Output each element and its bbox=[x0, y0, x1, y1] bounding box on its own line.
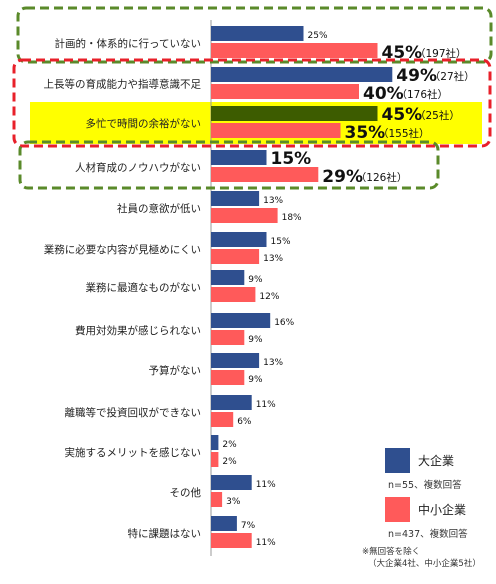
data-label-sme: 35% bbox=[345, 123, 386, 143]
category-label: 業務に必要な内容が見極めにくい bbox=[44, 243, 201, 256]
group-frame-2 bbox=[18, 140, 440, 190]
count-label-sme: （197社） bbox=[415, 47, 467, 60]
data-label-sme: 40% bbox=[363, 84, 404, 104]
data-label-sme: 6% bbox=[237, 417, 252, 427]
bar-sme bbox=[211, 249, 260, 264]
bar-large-company bbox=[211, 270, 245, 285]
bar-sme bbox=[211, 492, 223, 507]
bar-sme bbox=[211, 412, 234, 427]
bar-large-company bbox=[211, 313, 271, 328]
category-label: 人材育成のノウハウがない bbox=[75, 161, 201, 174]
legend-swatch-small bbox=[385, 497, 410, 522]
data-label-sme: 45% bbox=[382, 43, 423, 63]
category-label: 多忙で時間の余裕がない bbox=[86, 117, 202, 130]
category-label: 実施するメリットを感じない bbox=[65, 446, 202, 459]
legend-label-small: 中小企業 bbox=[418, 503, 467, 517]
count-label-sme: （126社） bbox=[356, 171, 408, 184]
data-label-large: 11% bbox=[256, 400, 276, 410]
legend-label-large: 大企業 bbox=[418, 454, 455, 468]
count-label-large: （25社） bbox=[415, 109, 460, 122]
bar-large-company bbox=[211, 395, 252, 410]
data-label-large: 15% bbox=[271, 149, 312, 169]
category-label: 特に課題はない bbox=[128, 527, 202, 540]
legend-note-small: n=437、複数回答 bbox=[388, 529, 468, 540]
bar-sme bbox=[211, 167, 319, 182]
data-label-large: 11% bbox=[256, 480, 276, 490]
category-label: その他 bbox=[170, 486, 202, 499]
data-label-sme: 9% bbox=[248, 375, 263, 385]
bar-sme bbox=[211, 452, 219, 467]
data-label-sme: 2% bbox=[222, 457, 237, 467]
group-frame-0 bbox=[16, 6, 493, 64]
data-label-large: 13% bbox=[263, 196, 283, 206]
bar-sme bbox=[211, 330, 245, 345]
data-label-large: 2% bbox=[222, 440, 237, 450]
category-label: 費用対効果が感じられない bbox=[75, 324, 201, 337]
category-label: 離職等で投資回収ができない bbox=[65, 406, 202, 419]
data-label-sme: 11% bbox=[256, 538, 276, 548]
group-frame-1 bbox=[12, 58, 492, 148]
bar-sme bbox=[211, 208, 278, 223]
bar-sme bbox=[211, 533, 252, 548]
count-label-sme: （176社） bbox=[397, 88, 449, 101]
category-label: 計画的・体系的に行っていない bbox=[55, 37, 201, 50]
count-label-sme: （155社） bbox=[378, 127, 430, 140]
footnote-line-2: （大企業4社、中小企業5社） bbox=[368, 559, 481, 569]
bar-large-company bbox=[211, 475, 252, 490]
data-label-large: 16% bbox=[274, 318, 294, 328]
category-label: 社員の意欲が低い bbox=[117, 202, 201, 215]
bar-large-company bbox=[211, 435, 219, 450]
data-label-sme: 12% bbox=[259, 292, 279, 302]
data-label-large: 9% bbox=[248, 275, 263, 285]
category-label: 業務に最適なものがない bbox=[86, 281, 202, 294]
data-label-sme: 3% bbox=[226, 497, 241, 507]
footnote-line-1: ※無回答を除く bbox=[362, 547, 421, 557]
bar-sme bbox=[211, 370, 245, 385]
bar-large-company bbox=[211, 26, 304, 41]
bar-large-company bbox=[211, 67, 393, 82]
bar-large-company bbox=[211, 106, 378, 121]
bar-sme bbox=[211, 287, 256, 302]
bar-sme bbox=[211, 43, 378, 58]
bar-large-company bbox=[211, 191, 260, 206]
data-label-large: 15% bbox=[271, 237, 291, 247]
data-label-large: 45% bbox=[382, 105, 423, 125]
category-label: 上長等の育成能力や指導意識不足 bbox=[44, 78, 202, 91]
bar-large-company bbox=[211, 232, 267, 247]
bar-sme bbox=[211, 123, 341, 138]
data-label-large: 49% bbox=[396, 66, 437, 86]
data-label-large: 7% bbox=[241, 521, 256, 531]
bar-large-company bbox=[211, 150, 267, 165]
bar-large-company bbox=[211, 516, 237, 531]
data-label-sme: 29% bbox=[322, 167, 363, 187]
count-label-large: （27社） bbox=[430, 70, 475, 83]
bar-sme bbox=[211, 84, 359, 99]
legend-swatch-large bbox=[385, 448, 410, 473]
data-label-sme: 13% bbox=[263, 254, 283, 264]
data-label-large: 13% bbox=[263, 358, 283, 368]
legend-note-large: n=55、複数回答 bbox=[388, 480, 462, 491]
bar-large-company bbox=[211, 353, 260, 368]
data-label-large: 25% bbox=[308, 31, 328, 41]
data-label-sme: 9% bbox=[248, 335, 263, 345]
data-label-sme: 18% bbox=[282, 213, 302, 223]
category-label: 予算がない bbox=[149, 364, 202, 377]
